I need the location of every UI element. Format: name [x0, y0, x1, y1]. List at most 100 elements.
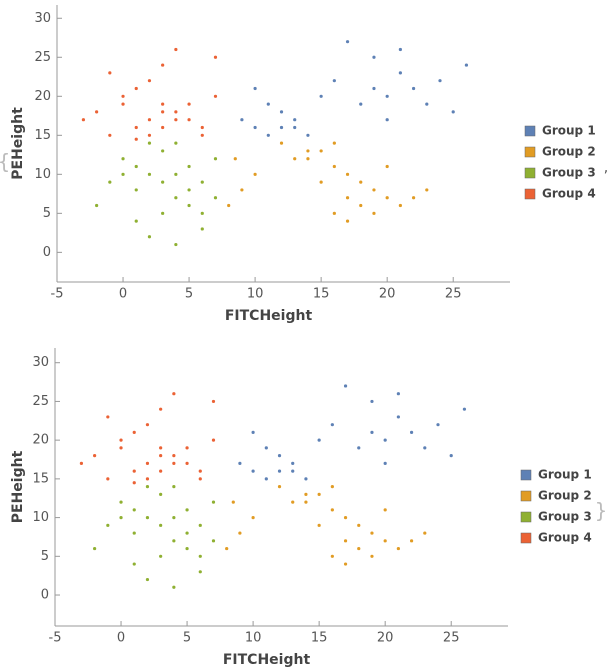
- y-tick-label: 15: [34, 128, 51, 143]
- point: [213, 196, 218, 200]
- x-tick-label: 5: [183, 631, 191, 646]
- point: [172, 539, 176, 543]
- point: [398, 71, 402, 75]
- point: [438, 79, 442, 83]
- point: [343, 515, 348, 520]
- point: [253, 86, 257, 91]
- point: [345, 40, 350, 44]
- point: [132, 562, 136, 566]
- point: [159, 554, 163, 558]
- point: [372, 86, 376, 91]
- point: [185, 446, 189, 450]
- point: [370, 531, 374, 535]
- legend-label: Group 1: [542, 124, 596, 138]
- point: [174, 196, 178, 200]
- point: [411, 196, 416, 200]
- point: [119, 500, 123, 504]
- point: [198, 469, 202, 473]
- point: [159, 469, 163, 473]
- point: [343, 384, 348, 388]
- point: [145, 577, 150, 582]
- point: [330, 485, 334, 489]
- point: [147, 118, 152, 122]
- point: [451, 110, 455, 114]
- point: [134, 125, 138, 130]
- point: [343, 562, 348, 566]
- point: [462, 407, 467, 411]
- point: [147, 79, 152, 83]
- point: [187, 102, 191, 106]
- x-tick-label: 20: [379, 287, 396, 302]
- list-close: }: [595, 499, 608, 523]
- point: [119, 446, 123, 450]
- point: [121, 94, 125, 98]
- point: [425, 102, 429, 106]
- x-tick-label: -5: [49, 631, 62, 646]
- point: [145, 477, 150, 481]
- legend-swatch: [520, 511, 532, 523]
- point: [121, 172, 125, 176]
- point: [425, 188, 429, 192]
- point: [423, 531, 427, 535]
- point: [306, 133, 310, 137]
- point: [145, 515, 150, 520]
- point: [161, 63, 165, 67]
- point: [145, 461, 150, 465]
- point: [279, 125, 284, 130]
- point: [436, 423, 440, 427]
- point: [304, 477, 308, 481]
- point: [359, 102, 363, 106]
- y-tick-label: 10: [34, 167, 51, 182]
- x-axis-label: FITCHeight: [223, 652, 311, 668]
- point: [266, 133, 270, 137]
- point: [174, 110, 178, 114]
- point: [383, 461, 387, 465]
- point: [304, 500, 308, 504]
- chart: -5 0 5 10 15 20 25 0 5 10 15 20 25 30 FITCHeight PEHeig…: [10, 348, 592, 668]
- point: [357, 446, 361, 450]
- point: [317, 523, 321, 527]
- y-tick-label: 10: [32, 510, 49, 525]
- point: [279, 141, 284, 145]
- point: [317, 438, 321, 442]
- point: [385, 164, 389, 169]
- point: [383, 539, 387, 543]
- point: [172, 392, 176, 396]
- point: [134, 188, 138, 192]
- point: [370, 399, 374, 404]
- legend-swatch: [524, 167, 536, 179]
- point: [161, 180, 165, 184]
- y-axis-label: PEHeight: [10, 107, 26, 180]
- point: [332, 164, 336, 169]
- point: [161, 102, 165, 106]
- point: [108, 71, 112, 75]
- point: [185, 461, 189, 465]
- point: [330, 554, 334, 558]
- y-tick-label: 30: [32, 355, 49, 370]
- point: [145, 423, 150, 427]
- point: [306, 149, 310, 153]
- point: [343, 539, 348, 543]
- point: [185, 546, 189, 551]
- point: [304, 492, 308, 496]
- legend-swatch: [524, 125, 536, 137]
- list-open: {: [0, 150, 10, 174]
- point: [251, 515, 255, 520]
- y-tick-label: 25: [32, 394, 49, 409]
- point: [134, 137, 138, 141]
- x-tick-label: 0: [117, 631, 125, 646]
- point: [187, 188, 191, 192]
- point: [185, 508, 189, 512]
- point: [174, 242, 178, 247]
- point: [240, 118, 244, 122]
- point: [198, 570, 202, 574]
- point: [174, 118, 178, 122]
- point: [319, 94, 323, 98]
- point: [95, 203, 99, 208]
- point: [161, 110, 165, 114]
- point: [225, 546, 229, 551]
- legend-swatch: [520, 532, 532, 544]
- legend-label: Group 1: [538, 468, 592, 482]
- point: [187, 118, 191, 122]
- point: [172, 454, 176, 458]
